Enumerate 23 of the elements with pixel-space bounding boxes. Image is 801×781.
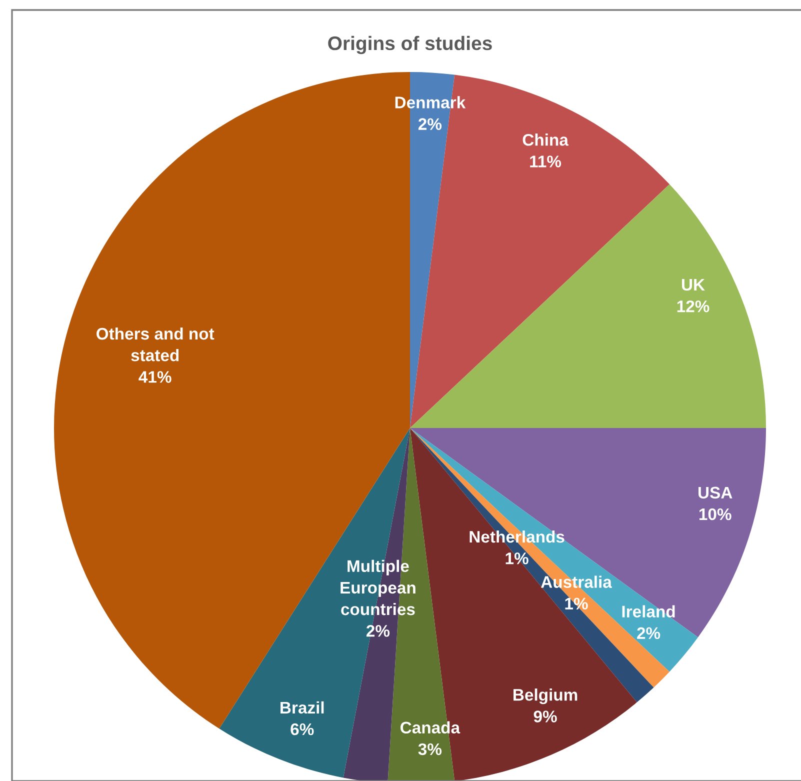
pie-slice — [410, 184, 766, 428]
slice-label: Ireland — [622, 605, 675, 618]
slice-label: Others and not stated — [96, 327, 214, 362]
slice-label: Belgium — [514, 688, 578, 704]
slice-label: USA — [698, 486, 732, 499]
slice-label: Canada — [400, 721, 460, 734]
slice-label: Netherlands — [470, 530, 564, 543]
data-label: 1% — [506, 552, 528, 564]
slice-label: UK — [682, 279, 705, 291]
data-label: 6% — [290, 723, 314, 736]
data-label: 12% — [677, 300, 710, 312]
slice-label: Multiple European countries — [340, 560, 416, 616]
slice-label: Brazil — [280, 701, 324, 714]
data-label: 9% — [534, 710, 557, 722]
data-label: 41% — [138, 371, 172, 383]
data-label: 10% — [699, 508, 732, 520]
data-label: 11% — [530, 156, 562, 168]
data-label: 3% — [418, 743, 442, 756]
data-label: 2% — [366, 624, 390, 637]
data-label: 2% — [637, 627, 660, 640]
chart-title: Origins of studies — [328, 36, 492, 54]
slice-label: China — [522, 134, 569, 146]
data-label: 2% — [418, 118, 442, 130]
